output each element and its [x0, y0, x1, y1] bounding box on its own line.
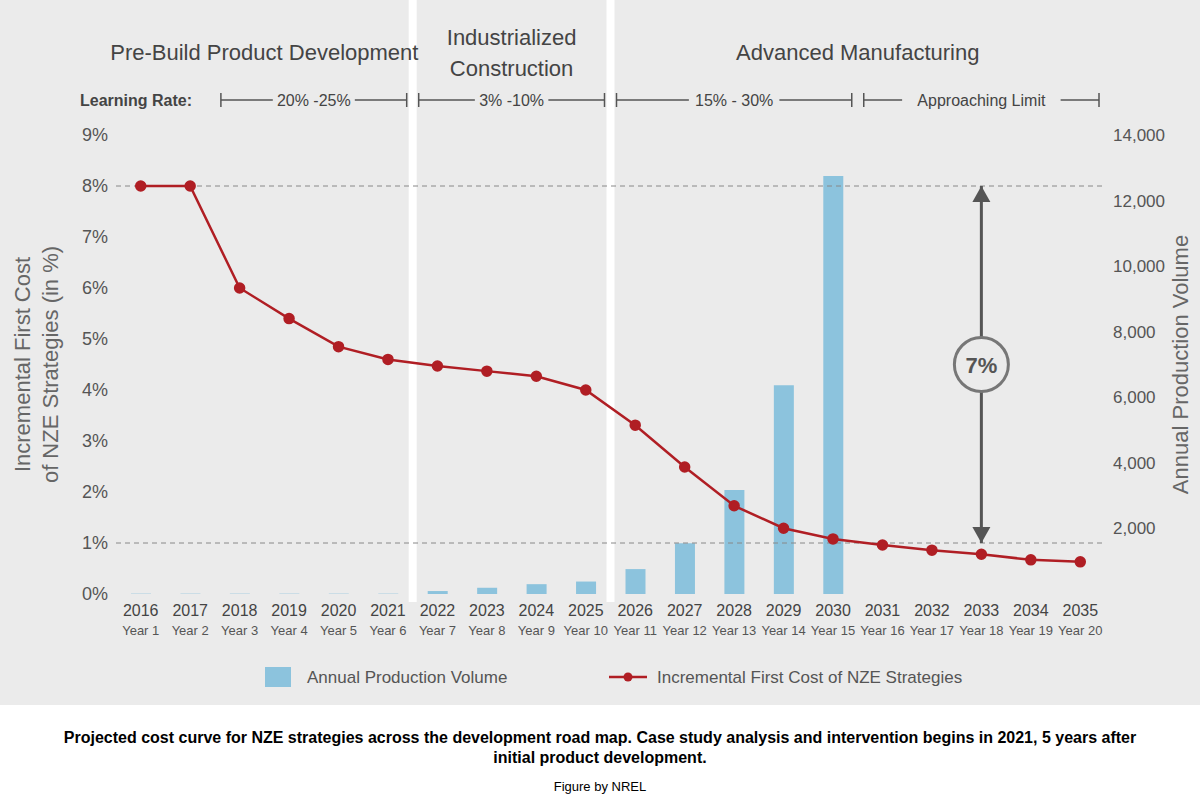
svg-text:2024: 2024	[519, 602, 555, 619]
svg-text:3%: 3%	[82, 431, 108, 451]
html-text:Projected cost curve for NZE s: Projected cost curve for NZE strategies …	[63, 729, 1137, 766]
svg-text:3% -10%: 3% -10%	[479, 92, 544, 109]
svg-text:4%: 4%	[82, 380, 108, 400]
svg-text:2023: 2023	[469, 602, 505, 619]
svg-text:Year 1: Year 1	[122, 623, 159, 638]
svg-text:5%: 5%	[82, 329, 108, 349]
svg-text:2032: 2032	[914, 602, 950, 619]
svg-text:9%: 9%	[82, 125, 108, 145]
svg-text:IndustrializedConstruction: IndustrializedConstruction	[447, 25, 577, 81]
svg-text:1%: 1%	[82, 533, 108, 553]
svg-text:Advanced Manufacturing: Advanced Manufacturing	[736, 40, 979, 65]
svg-text:2035: 2035	[1062, 602, 1098, 619]
svg-text:2%: 2%	[82, 482, 108, 502]
svg-text:7%: 7%	[82, 227, 108, 247]
svg-text:Year 12: Year 12	[663, 623, 707, 638]
svg-text:Year 8: Year 8	[468, 623, 505, 638]
svg-text:Year 11: Year 11	[614, 623, 657, 638]
svg-text:2018: 2018	[222, 602, 258, 619]
svg-text:2034: 2034	[1013, 602, 1049, 619]
svg-text:2016: 2016	[123, 602, 159, 619]
svg-text:2026: 2026	[617, 602, 653, 619]
svg-text:Annual Production Volume: Annual Production Volume	[1168, 235, 1192, 494]
svg-text:Year 2: Year 2	[172, 623, 209, 638]
svg-text:2021: 2021	[370, 602, 406, 619]
svg-text:2019: 2019	[271, 602, 307, 619]
svg-text:6,000: 6,000	[1113, 388, 1156, 407]
svg-text:Year 16: Year 16	[860, 623, 904, 638]
svg-text:2017: 2017	[172, 602, 208, 619]
svg-text:Year 13: Year 13	[712, 623, 756, 638]
svg-text:Annual Production Volume: Annual Production Volume	[307, 668, 507, 687]
svg-text:Year 14: Year 14	[761, 623, 805, 638]
svg-text:2028: 2028	[716, 602, 752, 619]
svg-text:2033: 2033	[964, 602, 1000, 619]
svg-text:8,000: 8,000	[1113, 323, 1156, 342]
svg-text:Incremental First Costof NZE S: Incremental First Costof NZE Strategies …	[10, 246, 63, 483]
svg-text:Pre-Build Product Development: Pre-Build Product Development	[110, 40, 418, 65]
svg-text:Year 15: Year 15	[811, 623, 855, 638]
svg-text:2025: 2025	[568, 602, 604, 619]
svg-text:Year 10: Year 10	[564, 623, 608, 638]
svg-text:Learning Rate:: Learning Rate:	[80, 92, 192, 109]
svg-text:4,000: 4,000	[1113, 454, 1156, 473]
svg-text:Year 19: Year 19	[1009, 623, 1053, 638]
svg-text:Year 17: Year 17	[910, 623, 954, 638]
svg-text:2020: 2020	[321, 602, 357, 619]
svg-text:6%: 6%	[82, 278, 108, 298]
svg-text:Year 3: Year 3	[221, 623, 258, 638]
svg-text:Year 4: Year 4	[271, 623, 308, 638]
svg-text:2,000: 2,000	[1113, 519, 1156, 538]
svg-text:2031: 2031	[865, 602, 901, 619]
svg-text:15% - 30%: 15% - 30%	[695, 92, 773, 109]
svg-text:20% -25%: 20% -25%	[277, 92, 351, 109]
svg-text:Year 18: Year 18	[959, 623, 1003, 638]
svg-text:Year 9: Year 9	[518, 623, 555, 638]
svg-text:Year 5: Year 5	[320, 623, 357, 638]
svg-text:8%: 8%	[82, 176, 108, 196]
svg-text:Year 20: Year 20	[1058, 623, 1102, 638]
svg-text:2027: 2027	[667, 602, 703, 619]
svg-text:Approaching Limit: Approaching Limit	[917, 92, 1046, 109]
svg-text:14,000: 14,000	[1113, 126, 1165, 145]
svg-text:10,000: 10,000	[1113, 257, 1165, 276]
svg-text:Year 7: Year 7	[419, 623, 456, 638]
svg-text:2030: 2030	[815, 602, 851, 619]
svg-text:Year 6: Year 6	[369, 623, 406, 638]
svg-text:2029: 2029	[766, 602, 802, 619]
svg-text:7%: 7%	[965, 353, 997, 378]
svg-text:12,000: 12,000	[1113, 192, 1165, 211]
svg-text:0%: 0%	[82, 584, 108, 604]
html-text:Figure by NREL: Figure by NREL	[553, 779, 647, 794]
svg-text:2022: 2022	[420, 602, 456, 619]
svg-text:Incremental First Cost of NZE: Incremental First Cost of NZE Strategies	[657, 668, 962, 687]
